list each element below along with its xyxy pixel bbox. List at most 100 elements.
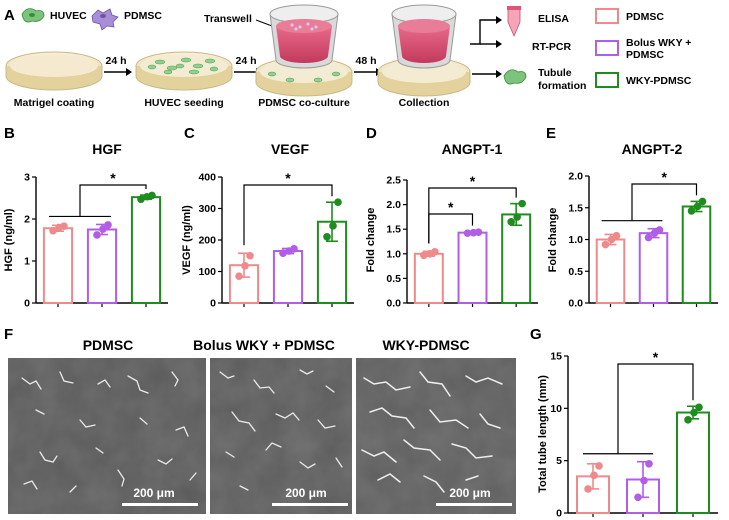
y-tick-label: 0 — [24, 298, 30, 310]
panel-letter-d: D — [366, 125, 377, 142]
chart-title: ANGPT-1 — [442, 141, 503, 157]
data-point — [612, 231, 621, 240]
y-tick-label: 15 — [550, 351, 562, 363]
y-tick-label: 10 — [550, 403, 562, 415]
y-tick-label: 0 — [556, 508, 562, 520]
huvec-dish-icon — [135, 51, 233, 91]
chart-title: VEGF — [271, 141, 310, 157]
data-point — [507, 218, 515, 226]
micrograph-pdmsc — [8, 358, 206, 514]
y-tick-label: 0.0 — [386, 298, 401, 310]
data-point — [595, 462, 603, 470]
significance-star: * — [470, 173, 476, 189]
data-point — [584, 485, 592, 493]
data-point — [474, 228, 483, 236]
panel-letter-g: G — [530, 326, 542, 343]
legend-label-bolus-1: Bolus WKY + — [626, 37, 691, 49]
scale-bar-line-1 — [122, 503, 198, 506]
step-label-1: Matrigel coating — [14, 97, 95, 109]
data-point — [655, 226, 664, 234]
scale-bar-line-3 — [436, 503, 512, 506]
bar-bolus-wky-pdmsc — [638, 232, 669, 304]
y-tick-label: 200 — [198, 235, 216, 247]
output-label-tubule-2: formation — [538, 80, 586, 92]
output-arrow-heads — [496, 16, 502, 78]
legend-label-wky: WKY-PDMSC — [626, 75, 692, 87]
y-tick-label: 1.5 — [568, 202, 583, 214]
scale-bar-line-2 — [272, 503, 348, 506]
y-tick-label: 0 — [210, 298, 216, 310]
arrow-head-1 — [126, 68, 132, 76]
output-label-tubule-1: Tubule — [538, 67, 572, 79]
y-tick-label: 2.0 — [386, 199, 401, 211]
micrograph-title-wky: WKY-PDMSC — [382, 337, 469, 353]
cell-label-pdmsc: PDMSC — [124, 10, 162, 22]
data-point — [698, 197, 707, 206]
legend-swatch-bolus — [595, 40, 619, 56]
y-tick-label: 1.0 — [386, 248, 401, 260]
data-point — [684, 416, 692, 424]
significance-star: * — [110, 170, 116, 186]
output-label-elisa: ELISA — [538, 13, 569, 25]
legend-swatch-pdmsc — [595, 8, 619, 24]
data-point — [329, 222, 337, 230]
step-label-4: Collection — [399, 97, 450, 109]
bar-wky-pdmsc — [676, 411, 710, 514]
output-arrows — [470, 19, 496, 75]
data-point — [634, 493, 642, 502]
y-axis-label: HGF (ng/ml) — [3, 208, 15, 271]
data-point — [99, 225, 107, 233]
y-tick-label: 3 — [24, 172, 30, 184]
data-point — [290, 245, 298, 253]
data-point — [148, 191, 156, 200]
bar-wky-pdmsc — [681, 205, 712, 304]
scale-bar-2: 200 μm — [272, 486, 348, 506]
data-point — [518, 199, 526, 208]
micrograph-wky — [356, 358, 516, 514]
panel-f: F PDMSC Bolus WKY + PDMSC WKY-PDMSC — [4, 326, 516, 514]
bar-pdmsc — [595, 238, 626, 304]
y-tick-label: 2.5 — [386, 175, 401, 187]
micrograph-bolus — [210, 358, 352, 514]
data-point — [690, 408, 698, 417]
data-point — [93, 231, 101, 239]
data-point — [463, 229, 472, 237]
data-point — [640, 476, 648, 485]
significance-star: * — [448, 199, 454, 215]
scale-bar-label-1: 200 μm — [133, 486, 174, 500]
data-point — [590, 471, 598, 480]
cell-label-huvec: HUVEC — [50, 10, 87, 22]
scale-bar-1: 200 μm — [122, 486, 198, 506]
transwell-label: Transwell — [204, 13, 252, 25]
coculture-dish-icon — [255, 4, 353, 97]
chart-b: B HGF HGF (ng/ml) 0 1 2 3 * — [3, 125, 168, 310]
significance-star: * — [662, 169, 668, 185]
data-point — [104, 221, 112, 229]
y-tick-label: 0.5 — [568, 266, 583, 278]
y-axis-label: Total tube length (mm) — [537, 375, 549, 493]
data-point — [49, 226, 57, 235]
scale-bar-3: 200 μm — [436, 486, 512, 506]
bar-pdmsc — [413, 252, 444, 305]
data-point — [137, 195, 145, 204]
y-axis-label: Fold change — [547, 208, 559, 273]
bar-wky-pdmsc — [501, 213, 532, 304]
data-point — [334, 198, 342, 206]
pdmsc-cell-icon — [91, 8, 119, 31]
significance-bracket — [428, 213, 474, 244]
tubule-cell-icon — [503, 69, 527, 85]
data-point — [323, 233, 331, 241]
chart-title: HGF — [92, 141, 122, 157]
data-point — [420, 251, 428, 260]
chart-d: D ANGPT-1 Fold change 0.0 0.5 1.0 1.5 2.0 2.5 * * — [365, 125, 538, 310]
y-tick-label: 2.0 — [568, 171, 583, 183]
legend-swatch-wky — [595, 72, 619, 88]
y-axis-label: Fold change — [365, 208, 377, 273]
significance-star: * — [285, 170, 291, 186]
data-point — [601, 240, 610, 249]
time-label-2: 24 h — [235, 55, 256, 67]
huvec-cell-icon — [21, 8, 45, 23]
data-point — [279, 249, 287, 258]
micrograph-title-bolus: Bolus WKY + PDMSC — [193, 337, 335, 353]
